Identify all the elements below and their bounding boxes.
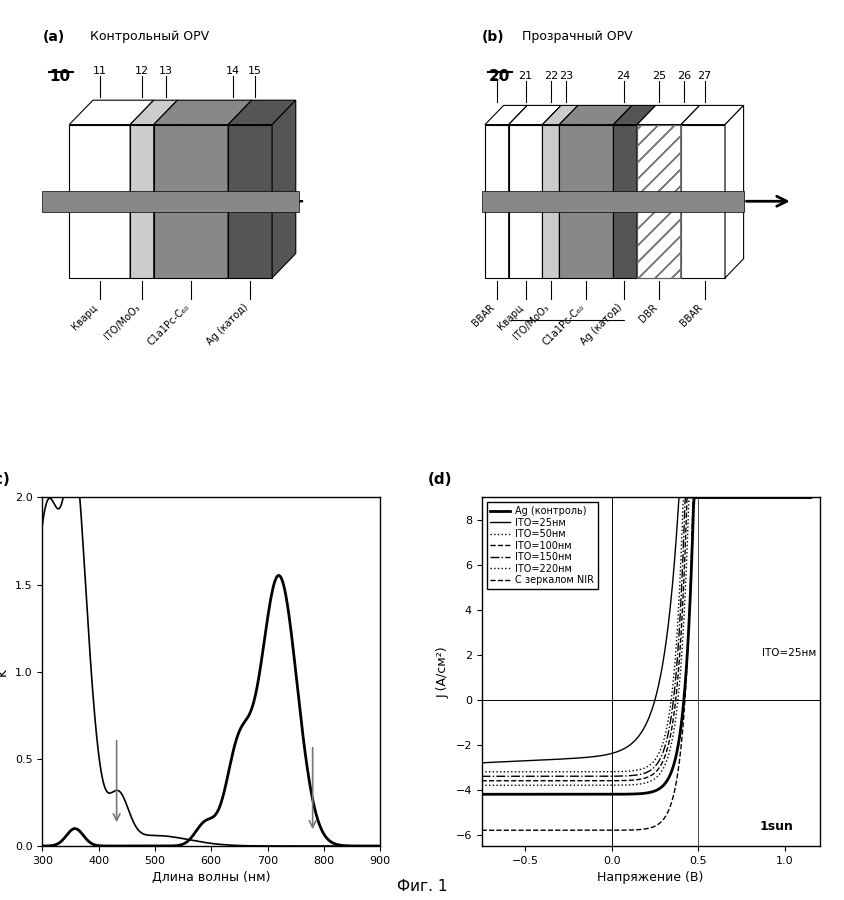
Polygon shape	[680, 105, 743, 124]
X-axis label: Напряжение (В): Напряжение (В)	[597, 871, 703, 885]
Text: Ag (катод): Ag (катод)	[205, 302, 250, 347]
Text: ITO/MoO₃: ITO/MoO₃	[102, 302, 142, 342]
Polygon shape	[508, 105, 560, 124]
Text: 10: 10	[49, 68, 70, 84]
Polygon shape	[228, 124, 272, 278]
Text: (b): (b)	[481, 31, 504, 44]
Polygon shape	[636, 105, 655, 278]
Text: 13: 13	[159, 66, 172, 76]
Text: Ag (катод): Ag (катод)	[578, 302, 623, 347]
Polygon shape	[542, 105, 577, 124]
Polygon shape	[228, 100, 295, 124]
Polygon shape	[613, 105, 631, 278]
Text: 11: 11	[93, 66, 106, 76]
Text: BBAR: BBAR	[678, 302, 704, 328]
Polygon shape	[613, 105, 655, 124]
Polygon shape	[508, 124, 542, 278]
Text: Кварц: Кварц	[495, 302, 525, 332]
Text: 14: 14	[226, 66, 240, 76]
Text: C1a1Pc-C₆₀: C1a1Pc-C₆₀	[145, 302, 191, 347]
Polygon shape	[724, 105, 743, 278]
Polygon shape	[69, 124, 130, 278]
Text: 15: 15	[248, 66, 262, 76]
Text: ITO=25нм: ITO=25нм	[761, 648, 816, 658]
Polygon shape	[542, 105, 560, 278]
X-axis label: Длина волны (нм): Длина волны (нм)	[152, 871, 270, 885]
Polygon shape	[272, 100, 295, 278]
Polygon shape	[130, 100, 154, 278]
Text: (a): (a)	[42, 31, 64, 44]
Text: ITO/MoO₃: ITO/MoO₃	[511, 302, 550, 342]
Text: 27: 27	[490, 71, 503, 81]
Text: Контрольный OPV: Контрольный OPV	[89, 31, 208, 43]
Text: C1a1Pc-C₆₀: C1a1Pc-C₆₀	[540, 302, 586, 347]
Polygon shape	[154, 124, 228, 278]
Polygon shape	[559, 105, 631, 124]
Polygon shape	[154, 100, 177, 278]
Polygon shape	[481, 191, 743, 211]
Text: 1sun: 1sun	[759, 820, 793, 832]
Polygon shape	[559, 105, 577, 278]
Polygon shape	[508, 105, 527, 278]
Text: 25: 25	[652, 71, 665, 81]
Y-axis label: k: k	[0, 668, 9, 676]
Text: 21: 21	[518, 71, 532, 81]
Polygon shape	[130, 124, 154, 278]
Polygon shape	[636, 105, 699, 124]
Text: 27: 27	[697, 71, 711, 81]
Polygon shape	[636, 124, 680, 278]
Text: 24: 24	[616, 71, 630, 81]
Text: 20: 20	[488, 68, 509, 84]
Text: BBAR: BBAR	[470, 302, 496, 328]
Text: 22: 22	[544, 71, 557, 81]
Polygon shape	[542, 124, 559, 278]
Polygon shape	[154, 100, 252, 124]
Polygon shape	[484, 124, 508, 278]
Text: (c): (c)	[0, 472, 11, 487]
Polygon shape	[559, 124, 613, 278]
Polygon shape	[69, 100, 154, 124]
Text: (d): (d)	[427, 472, 452, 487]
Text: Прозрачный OPV: Прозрачный OPV	[522, 31, 632, 43]
Text: DBR: DBR	[636, 302, 658, 324]
Polygon shape	[680, 124, 724, 278]
Polygon shape	[680, 105, 699, 278]
Text: 26: 26	[677, 71, 690, 81]
Y-axis label: J (А/см²): J (А/см²)	[436, 646, 449, 698]
Polygon shape	[484, 105, 527, 124]
Polygon shape	[613, 124, 636, 278]
Polygon shape	[42, 191, 299, 211]
Text: 12: 12	[135, 66, 149, 76]
Text: Кварц: Кварц	[70, 302, 100, 332]
Text: Фиг. 1: Фиг. 1	[397, 879, 447, 894]
Legend: Ag (контроль), ITO=25нм, ITO=50нм, ITO=100нм, ITO=150нм, ITO=220нм, С зеркалом N: Ag (контроль), ITO=25нм, ITO=50нм, ITO=1…	[486, 502, 597, 589]
Polygon shape	[130, 100, 177, 124]
Text: 23: 23	[559, 71, 572, 81]
Polygon shape	[228, 100, 252, 278]
